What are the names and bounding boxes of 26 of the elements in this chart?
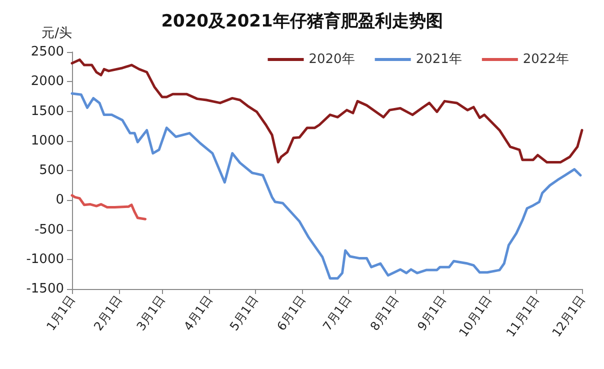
- x-tick-label: 5月1日: [226, 292, 261, 334]
- x-tick-label: 4月1日: [181, 292, 216, 334]
- line-series: [70, 92, 582, 280]
- x-tick-label: 8月1日: [367, 292, 402, 334]
- x-tick-label: 7月1日: [320, 292, 354, 334]
- y-tick-label: 500: [39, 163, 64, 178]
- x-tick-label: 3月1日: [134, 292, 168, 334]
- legend-label: 2020年: [308, 52, 355, 67]
- line-series: [70, 194, 147, 220]
- x-tick-label: 9月1日: [414, 292, 449, 334]
- y-tick-label: -1000: [26, 252, 64, 267]
- y-tick-label: 1000: [30, 133, 64, 148]
- y-tick-label: 2000: [30, 74, 64, 90]
- y-axis-title: 元/头: [42, 26, 72, 41]
- y-tick-label: -500: [34, 222, 64, 238]
- x-tick-label: 6月1日: [274, 292, 308, 334]
- y-tick-label: 2500: [30, 44, 64, 60]
- x-tick-label: 11月1日: [504, 292, 542, 340]
- chart-title: 2020及2021年仔猪育肥盈利走势图: [161, 10, 443, 32]
- legend-label: 2022年: [522, 52, 570, 67]
- x-tick-label: 2月1日: [91, 292, 126, 334]
- x-tick-label: 10月1日: [456, 292, 495, 340]
- x-tick-label: 12月1日: [549, 292, 588, 340]
- y-tick-label: 0: [56, 192, 64, 208]
- y-tick-label: 1500: [30, 104, 64, 119]
- legend-label: 2021年: [416, 52, 462, 67]
